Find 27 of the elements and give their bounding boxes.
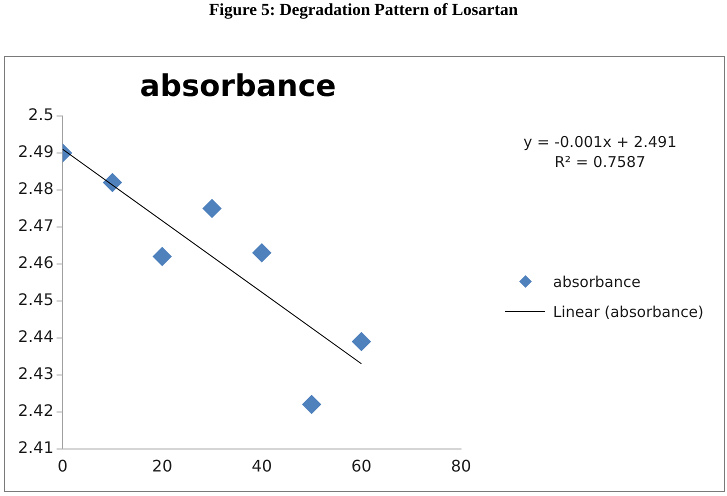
y-tick-label: 2.41	[18, 438, 54, 457]
y-tick-label: 2.46	[18, 253, 54, 272]
y-tick-label: 2.43	[18, 364, 54, 383]
y-tick-label: 2.48	[18, 179, 54, 198]
point	[302, 394, 322, 414]
legend-label: Linear (absorbance)	[553, 303, 704, 321]
y-tick-label: 2.47	[18, 216, 54, 236]
x-tick-label: 40	[252, 456, 272, 476]
point	[152, 247, 172, 266]
x-tick-label: 60	[351, 456, 372, 476]
y-tick-label: 2.49	[18, 142, 54, 162]
point	[202, 198, 222, 218]
legend-label: absorbance	[553, 273, 641, 291]
y-tick-label: 2.5	[28, 105, 54, 124]
chart-title: absorbance	[140, 68, 336, 104]
point	[352, 332, 371, 352]
text: R² = 0.7587	[553, 152, 647, 172]
caption: Figure 5: Degradation Pattern of Losartan	[208, 0, 519, 20]
point	[252, 243, 272, 262]
x-tick-label: 20	[152, 456, 172, 476]
y-tick-label: 2.45	[18, 290, 54, 310]
y-tick-label: 2.44	[18, 327, 54, 346]
x-tick-label: 80	[450, 456, 472, 476]
point	[102, 173, 122, 192]
text: y = -0.001x + 2.491	[522, 132, 678, 152]
x-tick-label: 0	[58, 456, 68, 476]
y-tick-label: 2.42	[18, 400, 54, 420]
